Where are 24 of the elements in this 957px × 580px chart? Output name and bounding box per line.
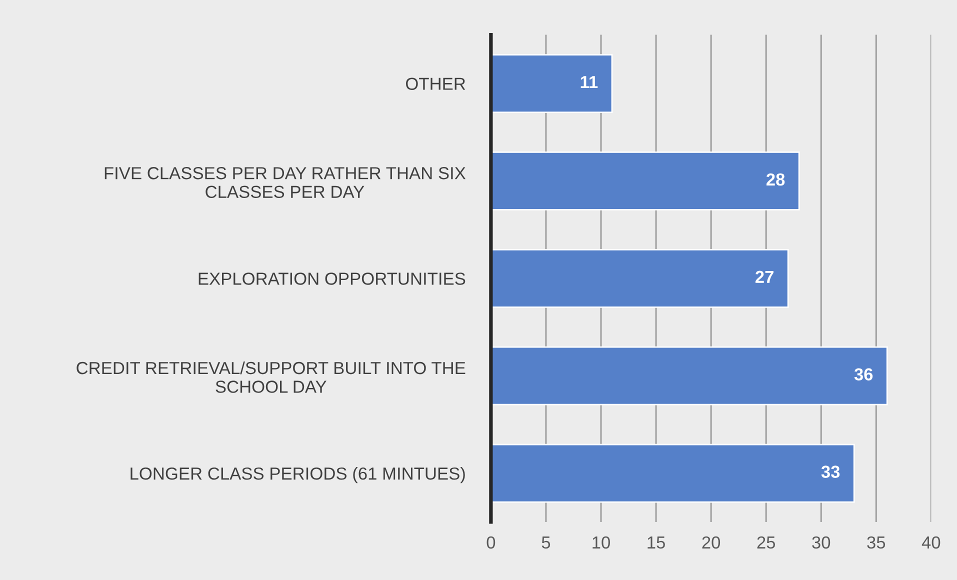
x-tick-label: 25: [757, 536, 776, 549]
y-tick-label: CREDIT RETRIEVAL/SUPPORT BUILT INTO THE SCHOOL DAY: [76, 361, 466, 393]
y-tick-label: OTHER: [406, 78, 466, 90]
x-tick-label: 30: [812, 536, 830, 549]
x-tick-label: 5: [542, 536, 550, 549]
bar: [490, 54, 613, 113]
bar: [490, 444, 855, 503]
y-tick-label: EXPLORATION OPPORTUNITIES: [198, 272, 466, 285]
data-label: 33: [821, 466, 840, 478]
x-tick-label: 0: [486, 536, 496, 549]
bar: [490, 346, 888, 406]
y-tick-label: LONGER CLASS PERIODS (61 MINTUES): [130, 466, 465, 484]
data-label: 36: [854, 368, 873, 381]
x-tick-label: 20: [702, 536, 720, 549]
x-tick-label: 10: [592, 536, 610, 549]
x-tick-label: 15: [648, 536, 665, 549]
data-label: 11: [580, 76, 598, 88]
data-label: 28: [766, 173, 785, 186]
bar: [490, 152, 800, 210]
bar: [490, 248, 789, 308]
x-tick-label: 35: [867, 536, 886, 549]
data-label: 27: [755, 270, 774, 283]
x-tick-label: 40: [922, 536, 940, 549]
y-tick-label: FIVE CLASSES PER DAY RATHER THAN SIX CLASSES PER DAY: [104, 167, 466, 198]
